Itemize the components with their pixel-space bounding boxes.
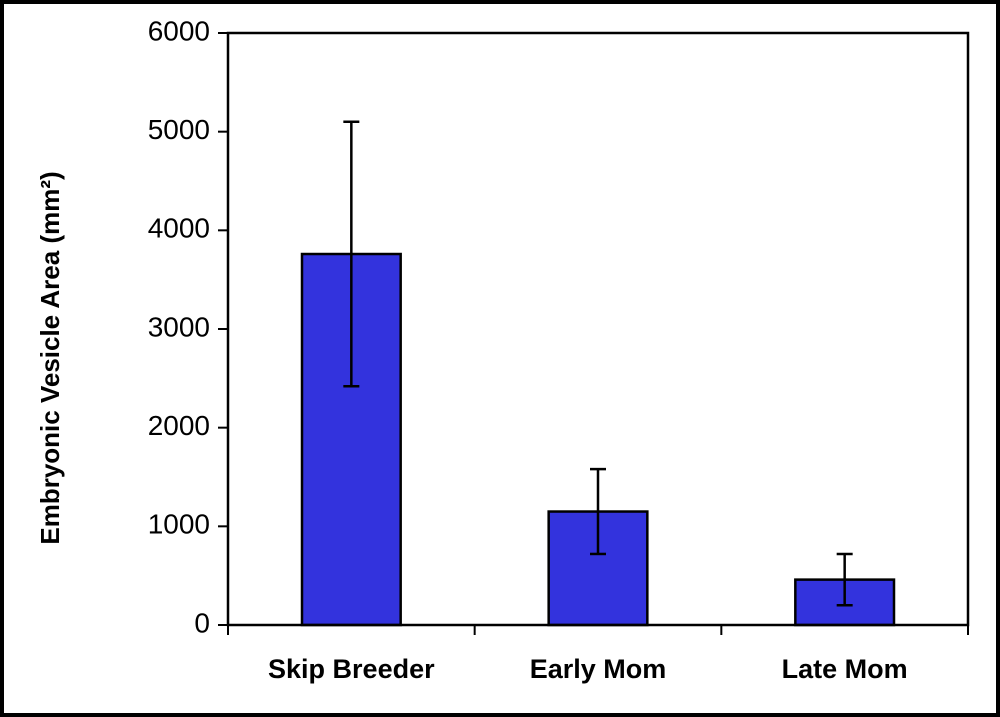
y-tick-label: 6000 bbox=[148, 15, 210, 46]
y-tick-label: 5000 bbox=[148, 114, 210, 145]
error-bar bbox=[343, 120, 360, 388]
y-tick-label: 4000 bbox=[148, 213, 210, 244]
y-tick-label: 0 bbox=[194, 607, 210, 638]
x-tick-label: Late Mom bbox=[782, 654, 908, 684]
error-bar bbox=[590, 467, 606, 556]
y-axis-label: Embryonic Vesicle Area (mm²) bbox=[35, 171, 65, 544]
error-bar bbox=[836, 552, 853, 607]
x-tick-label: Early Mom bbox=[530, 654, 667, 684]
x-tick-label: Skip Breeder bbox=[268, 654, 435, 684]
y-tick-label: 1000 bbox=[148, 509, 210, 540]
plot-frame bbox=[226, 31, 970, 627]
y-tick-label: 2000 bbox=[148, 410, 210, 441]
y-tick-label: 3000 bbox=[148, 311, 210, 342]
